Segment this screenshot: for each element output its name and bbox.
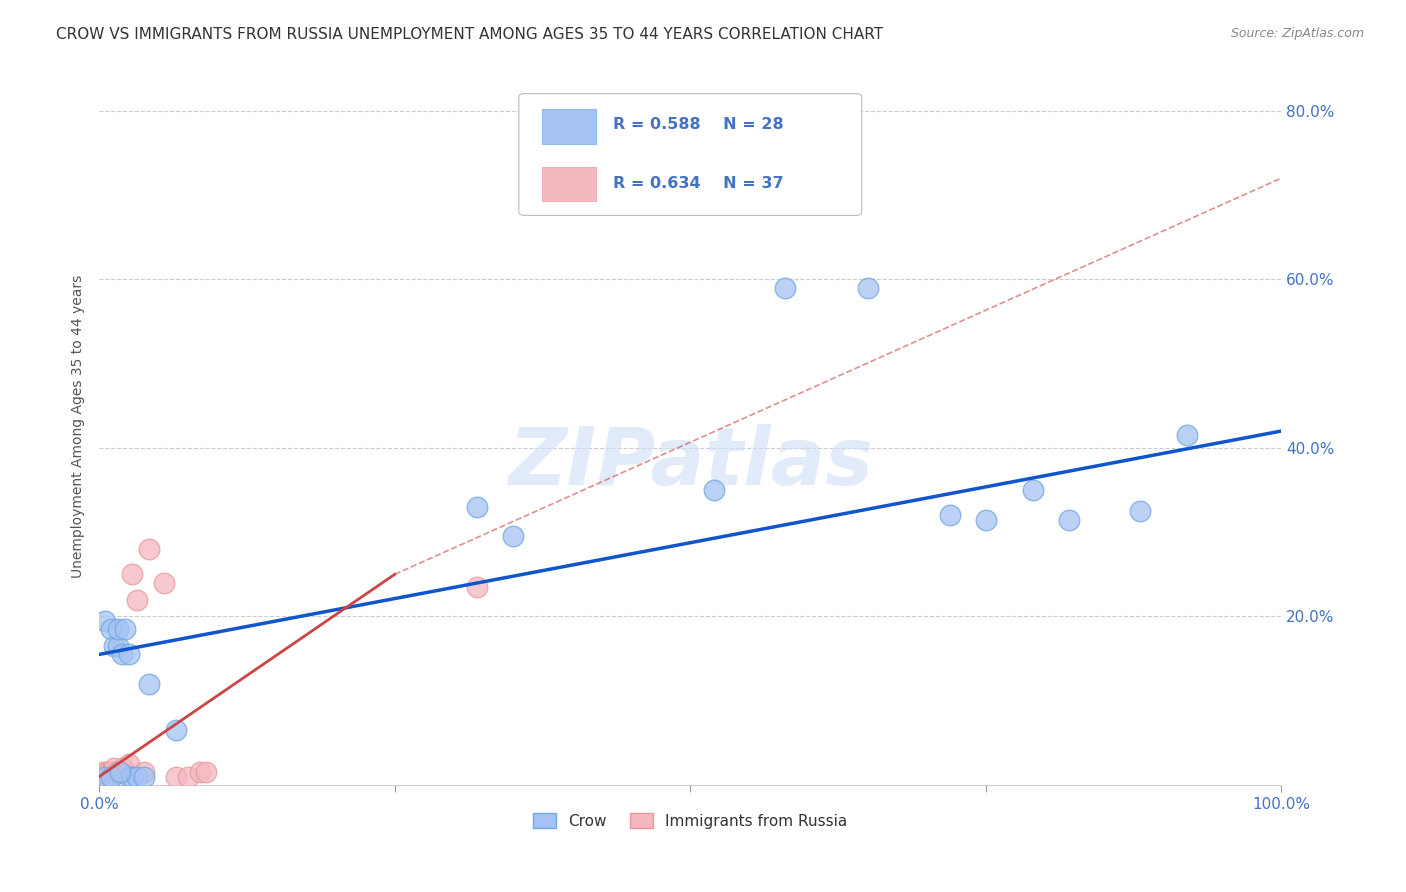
Point (114, 765, 136, 780)
Point (110, 765, 132, 780)
Point (703, 483, 725, 497)
FancyBboxPatch shape (543, 167, 596, 201)
Point (100, 770, 122, 784)
Point (107, 622, 129, 636)
Point (103, 761, 125, 775)
Point (94, 614, 117, 628)
Point (165, 723, 187, 738)
Point (138, 542, 160, 557)
Point (165, 770, 187, 784)
Text: R = 0.588    N = 28: R = 0.588 N = 28 (613, 117, 785, 132)
Point (103, 639, 125, 653)
Point (974, 512, 997, 526)
Text: Source: ZipAtlas.com: Source: ZipAtlas.com (1230, 27, 1364, 40)
Point (194, 765, 217, 780)
Point (94, 768, 117, 782)
Point (118, 648, 141, 662)
Point (121, 567, 143, 582)
Point (153, 575, 176, 590)
Point (138, 677, 160, 691)
Point (114, 622, 136, 636)
Point (111, 761, 134, 775)
Point (188, 765, 211, 780)
Point (132, 770, 155, 784)
Point (467, 500, 489, 514)
Point (1128, 504, 1150, 518)
Point (91, 765, 114, 780)
Point (107, 765, 129, 780)
Point (1022, 483, 1045, 497)
Text: ZIPatlas: ZIPatlas (508, 424, 873, 501)
Point (110, 765, 132, 780)
Point (132, 765, 155, 780)
Point (107, 639, 129, 653)
Point (118, 757, 141, 772)
Point (125, 592, 148, 607)
Text: CROW VS IMMIGRANTS FROM RUSSIA UNEMPLOYMENT AMONG AGES 35 TO 44 YEARS CORRELATIO: CROW VS IMMIGRANTS FROM RUSSIA UNEMPLOYM… (56, 27, 883, 42)
Point (100, 765, 122, 780)
Point (110, 648, 132, 662)
Point (96, 765, 118, 780)
Point (773, 281, 796, 295)
Point (89, 772, 111, 786)
Point (856, 281, 879, 295)
Point (105, 765, 128, 780)
Point (90, 768, 112, 782)
Point (97, 765, 120, 780)
Point (90, 770, 112, 784)
Point (121, 770, 143, 784)
Y-axis label: Unemployment Among Ages 35 to 44 years: Unemployment Among Ages 35 to 44 years (72, 275, 86, 578)
Point (91, 772, 114, 786)
FancyBboxPatch shape (543, 110, 596, 144)
FancyBboxPatch shape (519, 94, 862, 215)
Point (1057, 512, 1080, 526)
Text: R = 0.634    N = 37: R = 0.634 N = 37 (613, 176, 785, 191)
Point (502, 529, 524, 543)
Point (1175, 428, 1198, 442)
Point (100, 622, 122, 636)
Point (97, 770, 120, 784)
Point (89, 770, 111, 784)
Point (93, 770, 115, 784)
Point (103, 765, 125, 780)
Point (125, 770, 148, 784)
Point (89, 773, 111, 788)
Point (939, 508, 962, 523)
Point (93, 772, 115, 786)
Point (467, 580, 489, 594)
Point (177, 770, 200, 784)
Point (118, 770, 141, 784)
Point (96, 770, 118, 784)
Legend: Crow, Immigrants from Russia: Crow, Immigrants from Russia (527, 806, 853, 835)
Point (98, 768, 121, 782)
Point (100, 770, 122, 784)
Point (94, 770, 117, 784)
Point (94, 772, 117, 786)
Point (96, 770, 118, 784)
